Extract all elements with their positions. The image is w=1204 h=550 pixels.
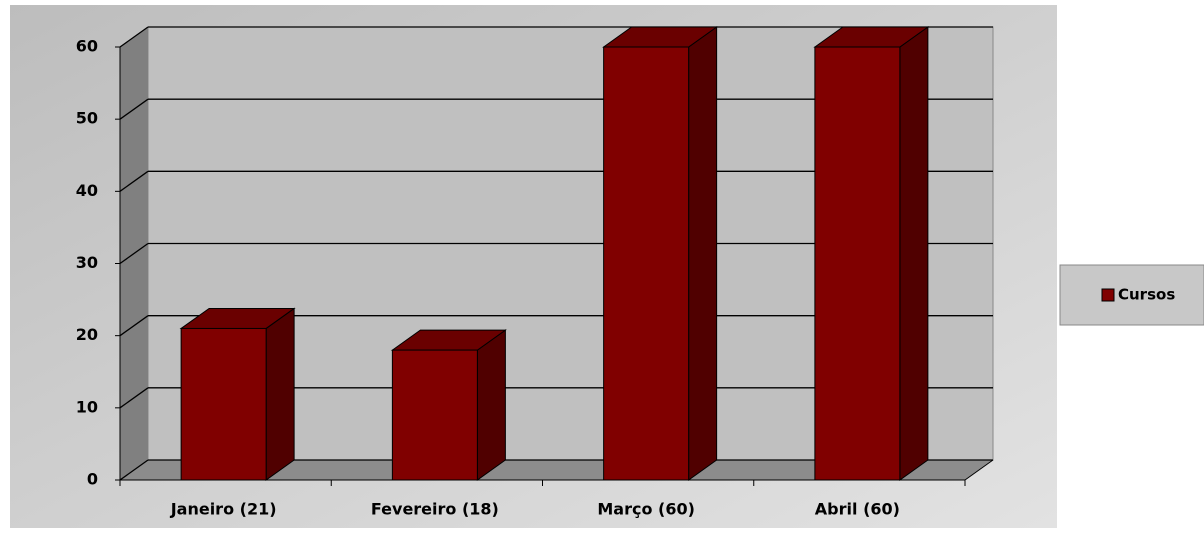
legend-box xyxy=(1059,264,1204,326)
bar xyxy=(602,26,719,481)
x-tick-label: Abril (60) xyxy=(815,500,900,519)
bar-side xyxy=(899,26,929,481)
y-tick-label: 20 xyxy=(76,325,98,344)
floor xyxy=(120,460,993,480)
y-tick-label: 50 xyxy=(76,109,98,128)
x-tick-label: Fevereiro (18) xyxy=(371,500,499,519)
y-tick-label: 40 xyxy=(76,181,98,200)
x-tick-label: Março (60) xyxy=(597,500,695,519)
x-axis-depth xyxy=(964,459,994,481)
bar-front xyxy=(603,46,690,481)
grid-line-side xyxy=(119,315,149,337)
y-tick-label: 10 xyxy=(76,397,98,416)
y-tick-label: 60 xyxy=(76,37,98,56)
grid-line-side xyxy=(119,170,149,192)
bar xyxy=(390,329,507,481)
bar-front xyxy=(180,327,267,481)
y-tick-label: 0 xyxy=(87,470,98,489)
bar xyxy=(813,26,930,481)
legend-swatch xyxy=(1101,288,1115,302)
grid-line-side xyxy=(119,98,149,120)
x-tick-label: Janeiro (21) xyxy=(170,500,277,519)
bar-side xyxy=(265,307,295,481)
bar-front xyxy=(814,46,901,481)
grid-line-side xyxy=(119,26,149,48)
y-tick-label: 30 xyxy=(76,253,98,272)
bar xyxy=(179,307,296,481)
bar-side xyxy=(476,329,506,481)
grid-line-side xyxy=(119,459,149,481)
bar-side xyxy=(688,26,718,481)
grid-line-side xyxy=(119,242,149,265)
bar-front xyxy=(391,349,478,481)
legend-label: Cursos xyxy=(1118,286,1175,304)
grid-line-side xyxy=(119,387,149,409)
